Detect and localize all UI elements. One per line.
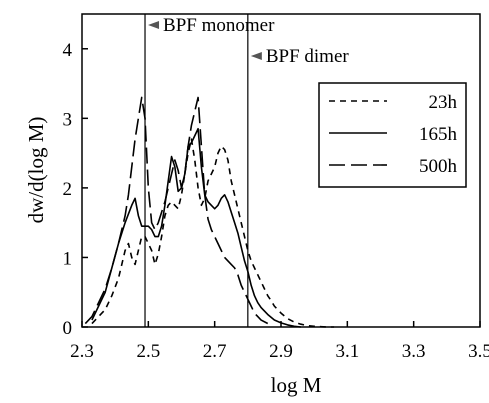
x-tick-label: 3.1 [335, 341, 359, 362]
y-axis-label: dw/d(log M) [24, 117, 48, 224]
legend-label: 23h [429, 92, 458, 113]
x-tick-label: 2.5 [136, 341, 160, 362]
y-tick-label: 2 [63, 179, 73, 200]
series-lines [84, 96, 335, 328]
x-axis-ticks: 2.3 2.5 2.7 2.9 3.1 3.3 3.5 [70, 321, 489, 362]
reference-line-label: BPF monomer [163, 15, 275, 36]
reference-lines: BPF monomer BPF dimer [144, 14, 350, 327]
x-tick-label: 2.9 [269, 341, 293, 362]
arrow-icon [148, 21, 160, 29]
legend-label: 165h [419, 124, 458, 145]
legend: 23h 165h 500h [318, 82, 467, 188]
y-axis-ticks: 0 1 2 3 4 [63, 40, 88, 339]
series-line-500h [84, 96, 269, 325]
x-axis-label: log M [271, 373, 322, 397]
x-tick-label: 3.3 [402, 341, 426, 362]
y-tick-label: 3 [63, 109, 73, 130]
reference-line-label: BPF dimer [266, 46, 350, 67]
x-tick-label: 2.7 [203, 341, 227, 362]
x-tick-label: 2.3 [70, 341, 94, 362]
series-line-165h [91, 127, 301, 328]
arrow-icon [250, 52, 262, 60]
y-tick-label: 4 [63, 40, 73, 61]
series-line-23h [91, 138, 335, 328]
legend-label: 500h [419, 156, 458, 177]
y-tick-label: 1 [63, 248, 73, 269]
x-tick-label: 3.5 [468, 341, 489, 362]
y-tick-label: 0 [63, 318, 73, 339]
